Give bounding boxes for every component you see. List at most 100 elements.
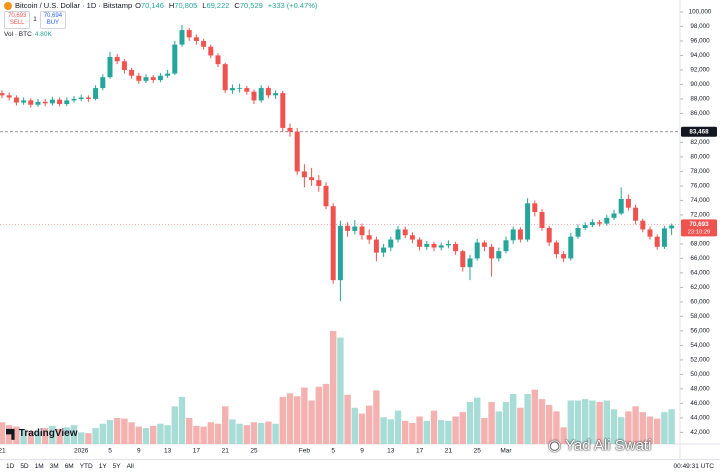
candle-body (150, 77, 156, 81)
range-button[interactable]: 5D (20, 463, 29, 470)
volume-bar (114, 417, 121, 444)
volume-bar (27, 430, 34, 444)
candle-body (395, 229, 401, 240)
volume-bar (524, 394, 531, 444)
candle-body (345, 225, 351, 231)
candle-body (13, 97, 19, 103)
volume-bar (373, 390, 380, 444)
x-tick-label: 21 (0, 448, 6, 455)
ohlc-close: C70,529 (234, 1, 264, 10)
candle-body (0, 93, 5, 96)
candle-body (438, 245, 444, 248)
candle-body (445, 243, 451, 246)
candle-body (294, 131, 300, 172)
candle-body (21, 100, 27, 103)
candle-body (323, 185, 329, 207)
sell-label: SELL (9, 20, 25, 26)
y-tick-label: 80,000 (690, 154, 710, 161)
volume-bar (610, 409, 618, 444)
candle-body (611, 213, 617, 218)
candle-body (129, 69, 135, 76)
volume-bar (380, 417, 387, 444)
price-tag (681, 126, 717, 137)
candle-body (604, 217, 610, 224)
volume-bar (286, 393, 294, 444)
candle-body (222, 64, 228, 91)
candle-body (100, 77, 106, 89)
candle-body (85, 97, 91, 99)
y-tick-label: 58,000 (690, 313, 710, 320)
volume-bar (128, 422, 135, 444)
candle-body (287, 127, 293, 132)
volume-bar (157, 423, 164, 444)
spread: 1 (33, 17, 37, 23)
volume-readout: 4.80K (34, 31, 52, 38)
candle-body (517, 229, 523, 240)
sell-button[interactable]: 70,693 SELL (4, 11, 31, 29)
x-tick-label: 25 (474, 448, 482, 455)
volume-bar (394, 410, 402, 444)
candle-body (359, 226, 365, 236)
range-button[interactable]: 3M (49, 463, 59, 470)
volume-bar (92, 428, 99, 444)
volume-bar (214, 423, 222, 444)
y-tick-label: 74,000 (690, 197, 710, 204)
candle-body (179, 30, 185, 45)
volume-bar (488, 401, 495, 444)
range-button[interactable]: 6M (64, 463, 74, 470)
buy-price: 70,694 (43, 13, 63, 19)
volume-bar (258, 422, 265, 444)
candle-body (107, 56, 113, 78)
volume-bar (423, 420, 430, 444)
y-tick-label: 48,000 (690, 386, 710, 393)
volume-bar (402, 420, 409, 444)
range-button[interactable]: 1Y (98, 463, 107, 470)
volume-bar (20, 429, 27, 444)
volume-bar (42, 428, 49, 444)
candle-body (431, 243, 437, 248)
volume-bar (78, 432, 85, 444)
candle-body (489, 246, 495, 259)
volume-bar (603, 400, 610, 444)
x-tick-label: 17 (193, 448, 201, 455)
candle-body (273, 93, 279, 96)
volume-bar (567, 400, 574, 444)
range-button[interactable]: 1M (34, 463, 44, 470)
volume-bar (150, 425, 157, 444)
candle-body (467, 258, 473, 268)
y-tick-label: 56,000 (690, 328, 710, 335)
candle-body (136, 75, 142, 81)
candle-body (186, 30, 192, 38)
volume-bar (654, 418, 661, 444)
candle-body (661, 228, 667, 247)
y-tick-label: 64,000 (690, 270, 710, 277)
x-tick-label: 21 (222, 448, 230, 455)
volume-bar (34, 431, 42, 444)
logo: ▀▌ TradingView (6, 428, 78, 439)
volume-bar (438, 420, 445, 444)
buy-button[interactable]: 70,694 BUY (39, 11, 67, 29)
range-button[interactable]: 5Y (112, 463, 121, 470)
range-button[interactable]: All (126, 463, 134, 470)
candle-body (481, 242, 487, 247)
volume-bar (531, 389, 538, 444)
volume-bar (466, 401, 474, 444)
price-tag (681, 219, 717, 237)
candle-body (121, 61, 127, 70)
y-tick-label: 42,000 (690, 429, 710, 436)
candle-body (201, 40, 207, 47)
candle-body (409, 235, 415, 240)
candle-body (265, 88, 271, 96)
ohlc-open: O70,146 (135, 1, 166, 10)
volume-bar (63, 427, 70, 444)
x-tick-label: 9 (137, 448, 141, 455)
range-button[interactable]: 1D (6, 463, 15, 470)
sell-price: 70,693 (8, 13, 27, 19)
volume-bar (308, 400, 315, 444)
range-button[interactable]: YTD (79, 463, 93, 470)
candle-body (193, 37, 199, 41)
volume-bar (85, 433, 92, 444)
volume-legend: Vol · BTC 4.80K (4, 31, 52, 38)
ohlc-high: H70,805 (169, 1, 199, 10)
